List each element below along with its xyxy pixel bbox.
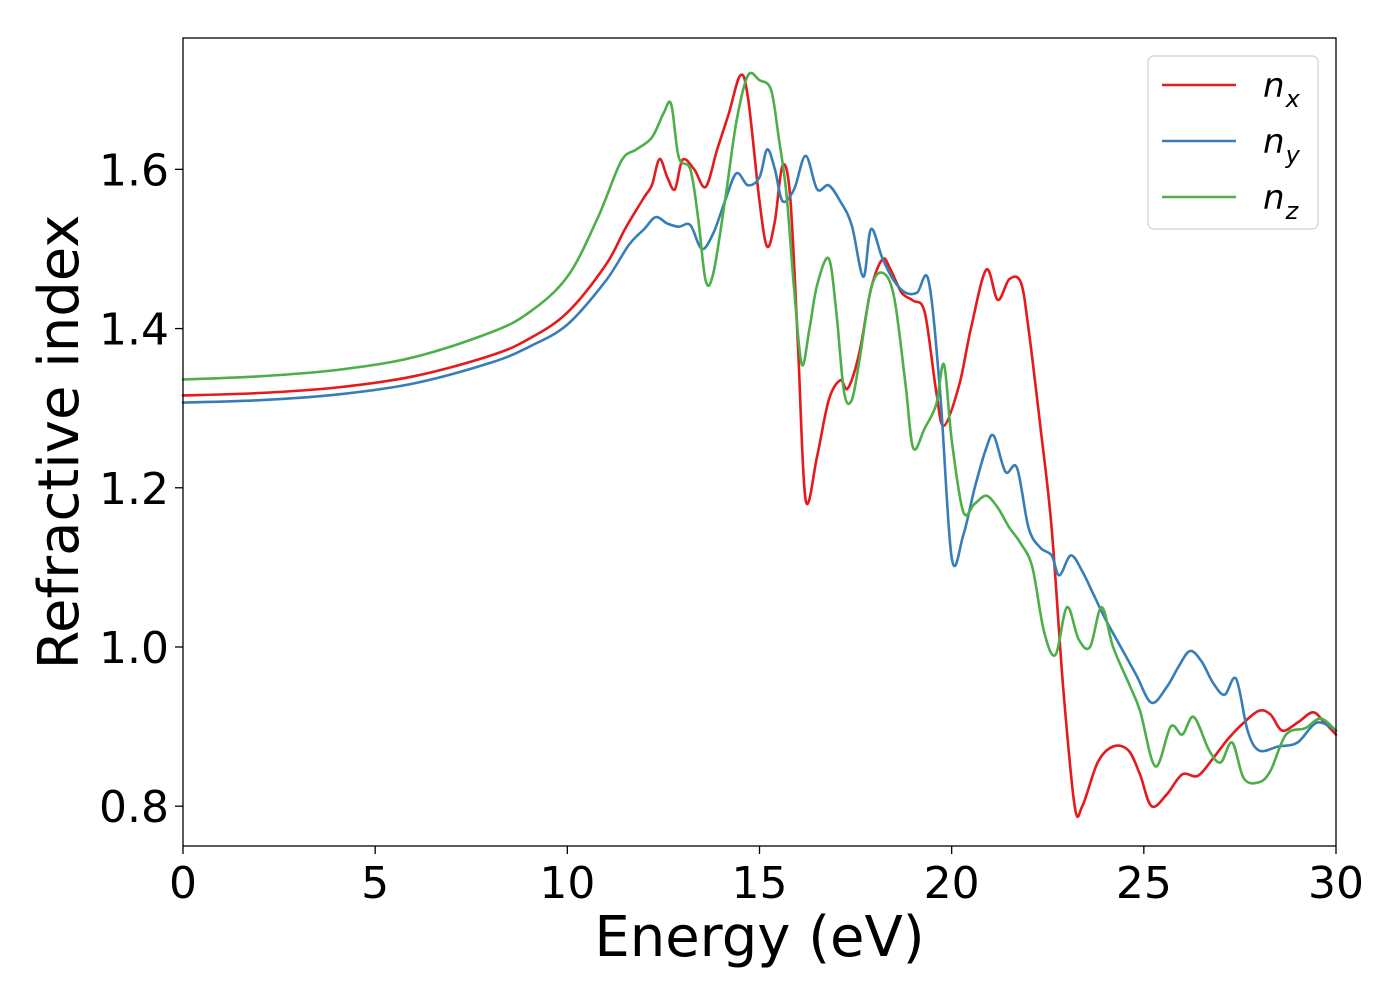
x-axis-ticks: 0 5 10 15 20 25 30 <box>169 846 1364 909</box>
series-line-nx <box>181 73 1338 819</box>
y-tick-label: 1.0 <box>99 623 169 674</box>
x-axis-label: Energy (eV) <box>594 905 924 970</box>
legend-label-nz: nz <box>1263 178 1300 225</box>
x-tick-label: 25 <box>1116 858 1172 909</box>
series-layer <box>181 71 1338 819</box>
y-tick-label: 0.8 <box>99 782 169 833</box>
x-tick-label: 10 <box>539 858 595 909</box>
x-tick-label: 20 <box>924 858 980 909</box>
y-axis-ticks: 0.8 1.0 1.2 1.4 1.6 <box>99 145 183 833</box>
x-tick-label: 5 <box>361 858 389 909</box>
y-axis-label: Refractive index <box>27 215 92 670</box>
x-tick-label: 15 <box>732 858 788 909</box>
legend-label-nx: nx <box>1263 66 1301 113</box>
series-line-ny <box>181 148 1338 753</box>
plot-background <box>183 38 1336 846</box>
legend-label-ny: ny <box>1263 122 1301 169</box>
y-tick-label: 1.2 <box>99 464 169 515</box>
x-tick-label: 30 <box>1308 858 1364 909</box>
legend-box <box>1147 55 1319 230</box>
y-tick-label: 1.4 <box>99 305 169 356</box>
legend: nx ny nz <box>1147 55 1319 230</box>
series-line-nz <box>181 71 1338 785</box>
y-tick-label: 1.6 <box>99 145 169 196</box>
x-tick-label: 0 <box>169 858 197 909</box>
